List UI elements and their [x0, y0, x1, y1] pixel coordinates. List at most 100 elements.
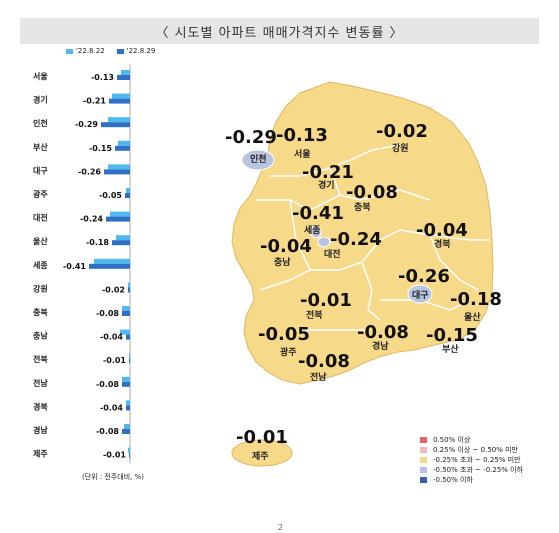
map-legend-row: -0.50% 초과 ~ -0.25% 이하: [420, 465, 523, 475]
data-label: -0.24: [80, 215, 103, 224]
daegu-blob: [407, 284, 433, 304]
bar-legend: '22.8.22 '22.8.29: [66, 47, 155, 55]
data-label: -0.08: [96, 309, 119, 318]
page-number: 2: [278, 523, 284, 532]
bar-prev: [94, 258, 130, 264]
bar-curr: [101, 122, 130, 128]
map-legend-label: -0.50% 이하: [433, 476, 473, 484]
category-label: 인천: [33, 118, 48, 128]
region-value-chungnam: -0.04: [260, 236, 312, 257]
bar-prev: [122, 306, 130, 311]
data-label: -0.41: [63, 262, 86, 271]
map-legend-row: -0.25% 초과 ~ 0.25% 미만: [420, 455, 523, 465]
data-label: -0.04: [100, 333, 123, 342]
category-label: 경북: [33, 401, 48, 411]
category-label: 경기: [33, 95, 48, 105]
bar-prev: [108, 164, 130, 170]
map-legend-row: 0.25% 이상 ~ 0.50% 미만: [420, 445, 523, 455]
data-label: -0.02: [102, 285, 125, 294]
bar-curr: [104, 169, 130, 175]
data-label: -0.01: [103, 451, 126, 460]
legend-entry-curr: '22.8.29: [116, 47, 156, 55]
category-label: 전남: [33, 378, 48, 388]
bar-prev: [126, 188, 130, 193]
bar-curr: [122, 429, 130, 434]
map-legend-swatch: [420, 467, 427, 473]
region-value-chungbuk: -0.08: [346, 182, 398, 203]
region-value-jeonbuk: -0.01: [300, 290, 352, 311]
map-legend-label: 0.50% 이상: [433, 436, 471, 444]
region-value-ulsan: -0.18: [450, 289, 502, 310]
region-value-daegu: -0.26: [398, 266, 450, 287]
region-value-gyeongbuk: -0.04: [416, 220, 468, 241]
bar-curr: [117, 75, 130, 80]
map-legend-swatch: [420, 447, 427, 453]
map-legend-swatch: [420, 437, 427, 443]
region-value-busan: -0.15: [426, 325, 478, 346]
bar-curr: [126, 334, 130, 340]
bar-curr: [115, 145, 130, 151]
bar-prev: [118, 140, 130, 146]
legend-label-prev: '22.8.22: [76, 47, 105, 55]
category-label: 대전: [33, 213, 48, 223]
region-value-jeju: -0.01: [236, 427, 288, 448]
map-legend-swatch: [420, 477, 427, 483]
legend-label-curr: '22.8.29: [126, 47, 156, 55]
category-label: 대구: [33, 165, 48, 175]
bar-curr: [89, 263, 130, 269]
region-name-incheon: 인천: [250, 154, 267, 165]
bar-prev: [116, 235, 130, 241]
map-legend-label: -0.25% 초과 ~ 0.25% 미만: [433, 456, 521, 464]
region-name-jeonnam: 전남: [310, 371, 327, 383]
daejeon-blob: [317, 236, 331, 248]
bar-curr: [106, 216, 130, 222]
bar-prev: [121, 70, 130, 75]
region-value-gyeongnam: -0.08: [357, 322, 409, 343]
category-label: 경남: [33, 425, 48, 435]
region-value-incheon: -0.29: [225, 127, 277, 148]
chart-title: 〈 시도별 아파트 매매가격지수 변동률 〉: [20, 18, 539, 44]
map-legend-label: -0.50% 초과 ~ -0.25% 이하: [433, 466, 524, 474]
region-value-gwangju: -0.05: [258, 324, 310, 345]
region-name-gyeonggi: 경기: [318, 179, 335, 191]
category-label: 강원: [33, 283, 48, 293]
data-label: -0.15: [89, 144, 112, 153]
bar-prev: [129, 353, 130, 359]
data-label: -0.18: [86, 238, 109, 247]
map-legend-row: -0.50% 이하: [420, 475, 523, 485]
bar-curr: [126, 405, 130, 411]
data-label: -0.29: [75, 120, 98, 129]
bar-prev: [120, 329, 130, 335]
category-label: 세종: [33, 260, 48, 270]
data-label: -0.01: [103, 356, 126, 365]
region-name-seoul: 서울: [294, 148, 311, 160]
region-value-sejong: -0.41: [292, 203, 344, 224]
region-name-gwangju: 광주: [280, 346, 297, 358]
bar-prev: [110, 211, 130, 217]
region-value-seoul: -0.13: [276, 125, 328, 146]
map-legend-label: 0.25% 이상 ~ 0.50% 미만: [433, 446, 519, 454]
sejong-blob: [310, 225, 322, 239]
jeju-shape: [231, 439, 293, 467]
bar-curr: [122, 311, 130, 316]
region-name-gangwon: 강원: [392, 142, 409, 154]
map-legend-swatch: [420, 457, 427, 463]
bar-prev: [108, 117, 130, 123]
map-legend-row: 0.50% 이상: [420, 435, 523, 445]
legend-entry-prev: '22.8.22: [66, 47, 105, 55]
region-name-busan: 부산: [442, 343, 459, 355]
region-name-gyeongbuk: 경북: [434, 238, 451, 250]
mainland-shape: [231, 81, 494, 385]
region-value-daejeon: -0.24: [330, 229, 382, 250]
bar-prev: [126, 400, 130, 406]
data-label: -0.08: [96, 380, 119, 389]
region-value-gangwon: -0.02: [376, 121, 428, 142]
bar-curr: [122, 381, 130, 387]
category-label: 전북: [33, 354, 48, 364]
region-name-gyeongnam: 경남: [372, 340, 389, 352]
bar-prev: [128, 447, 130, 453]
region-name-jeonbuk: 전북: [306, 309, 323, 321]
category-label: 충남: [33, 331, 48, 341]
legend-swatch-prev: [66, 48, 73, 54]
region-value-gyeonggi: -0.21: [302, 162, 354, 183]
